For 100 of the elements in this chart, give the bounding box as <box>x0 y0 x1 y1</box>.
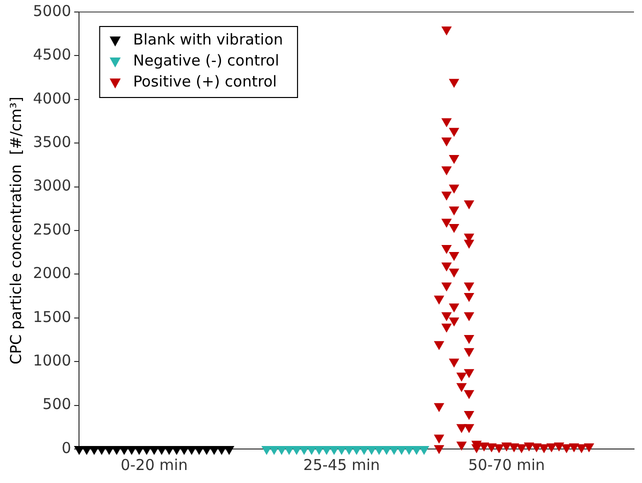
point <box>464 200 474 210</box>
point <box>441 118 452 128</box>
point <box>516 444 527 454</box>
point <box>508 443 520 452</box>
y-axis-title: CPC particle concentration [#/cm³] <box>6 96 25 364</box>
y-tick-label: 3500 <box>32 132 72 151</box>
point <box>464 390 474 400</box>
y-tick-label: 500 <box>42 395 72 414</box>
point <box>456 372 467 382</box>
legend-label: Negative (-) control <box>133 51 280 70</box>
point <box>434 434 444 444</box>
y-tick-label: 4500 <box>32 46 72 64</box>
point <box>478 442 490 452</box>
point <box>448 224 460 234</box>
point <box>366 446 377 455</box>
y-tick-label: 4000 <box>32 89 72 108</box>
y-tick-label: 1000 <box>32 351 72 370</box>
y-tick-label: 0 <box>62 438 72 457</box>
point <box>448 184 460 194</box>
point <box>441 262 452 272</box>
point <box>568 443 580 452</box>
point <box>276 446 287 455</box>
point <box>448 206 460 216</box>
point <box>328 446 340 455</box>
y-tick-label: 1500 <box>32 308 72 326</box>
point <box>456 424 467 434</box>
point <box>441 218 452 228</box>
x-tick-label: 0-20 min <box>120 456 188 474</box>
point <box>388 446 400 455</box>
point <box>284 446 294 455</box>
point <box>464 369 474 378</box>
point <box>268 446 280 455</box>
point <box>448 318 460 327</box>
point <box>201 446 212 455</box>
point <box>464 282 474 292</box>
x-tick-label: 25-45 min <box>303 456 380 474</box>
point <box>358 446 370 455</box>
point <box>411 446 422 455</box>
point <box>261 446 272 455</box>
point <box>351 446 362 455</box>
point <box>434 445 444 454</box>
point <box>494 444 504 454</box>
point <box>441 192 452 201</box>
y-tick-label: 2500 <box>32 220 72 238</box>
point <box>336 446 347 455</box>
point <box>441 137 452 146</box>
point <box>448 128 460 137</box>
point <box>464 348 474 358</box>
y-tick-label: 3000 <box>32 176 72 195</box>
point <box>576 444 587 454</box>
point <box>546 443 557 452</box>
point <box>194 446 204 455</box>
point <box>314 446 324 455</box>
point <box>404 446 414 455</box>
legend-label: Positive (+) control <box>133 72 277 90</box>
point <box>441 312 452 322</box>
point <box>306 446 317 455</box>
y-tick-label: 5000 <box>32 2 72 20</box>
point <box>418 446 430 455</box>
point <box>448 154 460 164</box>
point <box>381 446 392 455</box>
point <box>344 446 354 455</box>
point <box>464 424 474 434</box>
point <box>448 304 460 313</box>
point <box>464 411 474 420</box>
point <box>74 446 84 455</box>
point <box>441 26 452 36</box>
point <box>441 166 452 176</box>
point <box>456 383 467 392</box>
point <box>554 442 564 452</box>
point <box>448 358 460 368</box>
point <box>291 446 302 455</box>
point <box>441 324 452 333</box>
point <box>321 446 332 455</box>
point <box>224 446 234 455</box>
point <box>434 341 444 350</box>
point <box>464 312 474 322</box>
y-tick-label: 2000 <box>32 264 72 282</box>
point <box>441 282 452 292</box>
point <box>456 442 467 451</box>
point <box>531 443 542 452</box>
point <box>464 293 474 302</box>
point <box>464 335 474 344</box>
x-tick-label: 50-70 min <box>468 456 545 474</box>
point <box>298 446 310 455</box>
point <box>501 442 512 452</box>
legend-label: Blank with vibration <box>133 30 284 48</box>
point <box>448 78 460 88</box>
point <box>524 442 534 452</box>
point <box>434 403 444 412</box>
point <box>448 252 460 261</box>
point <box>561 444 572 454</box>
point <box>448 268 460 278</box>
point <box>434 296 444 305</box>
point <box>584 443 594 452</box>
point <box>441 244 452 254</box>
point <box>486 443 497 452</box>
point <box>208 446 220 455</box>
point <box>374 446 384 455</box>
point <box>216 446 227 455</box>
